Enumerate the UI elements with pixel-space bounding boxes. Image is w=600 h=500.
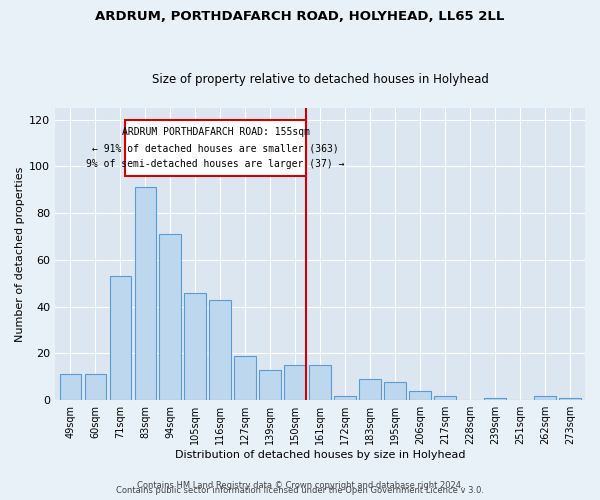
Bar bbox=[559, 398, 581, 400]
Bar bbox=[184, 292, 206, 400]
Bar bbox=[334, 396, 356, 400]
Bar bbox=[85, 374, 106, 400]
Bar bbox=[385, 382, 406, 400]
Text: ← 91% of detached houses are smaller (363): ← 91% of detached houses are smaller (36… bbox=[92, 143, 339, 153]
Bar bbox=[484, 398, 506, 400]
Bar bbox=[434, 396, 455, 400]
Bar bbox=[535, 396, 556, 400]
Y-axis label: Number of detached properties: Number of detached properties bbox=[15, 166, 25, 342]
Text: Contains public sector information licensed under the Open Government Licence v : Contains public sector information licen… bbox=[116, 486, 484, 495]
X-axis label: Distribution of detached houses by size in Holyhead: Distribution of detached houses by size … bbox=[175, 450, 466, 460]
Text: 9% of semi-detached houses are larger (37) →: 9% of semi-detached houses are larger (3… bbox=[86, 160, 345, 170]
Bar bbox=[310, 365, 331, 400]
Bar bbox=[409, 391, 431, 400]
Bar bbox=[359, 379, 380, 400]
Bar bbox=[259, 370, 281, 400]
Bar bbox=[160, 234, 181, 400]
Bar bbox=[125, 120, 307, 176]
Title: Size of property relative to detached houses in Holyhead: Size of property relative to detached ho… bbox=[152, 73, 488, 86]
Bar bbox=[284, 365, 306, 400]
Text: Contains HM Land Registry data © Crown copyright and database right 2024.: Contains HM Land Registry data © Crown c… bbox=[137, 481, 463, 490]
Bar bbox=[59, 374, 81, 400]
Bar bbox=[110, 276, 131, 400]
Text: ARDRUM, PORTHDAFARCH ROAD, HOLYHEAD, LL65 2LL: ARDRUM, PORTHDAFARCH ROAD, HOLYHEAD, LL6… bbox=[95, 10, 505, 23]
Text: ARDRUM PORTHDAFARCH ROAD: 155sqm: ARDRUM PORTHDAFARCH ROAD: 155sqm bbox=[122, 126, 310, 136]
Bar bbox=[209, 300, 231, 400]
Bar bbox=[134, 188, 156, 400]
Bar bbox=[235, 356, 256, 400]
